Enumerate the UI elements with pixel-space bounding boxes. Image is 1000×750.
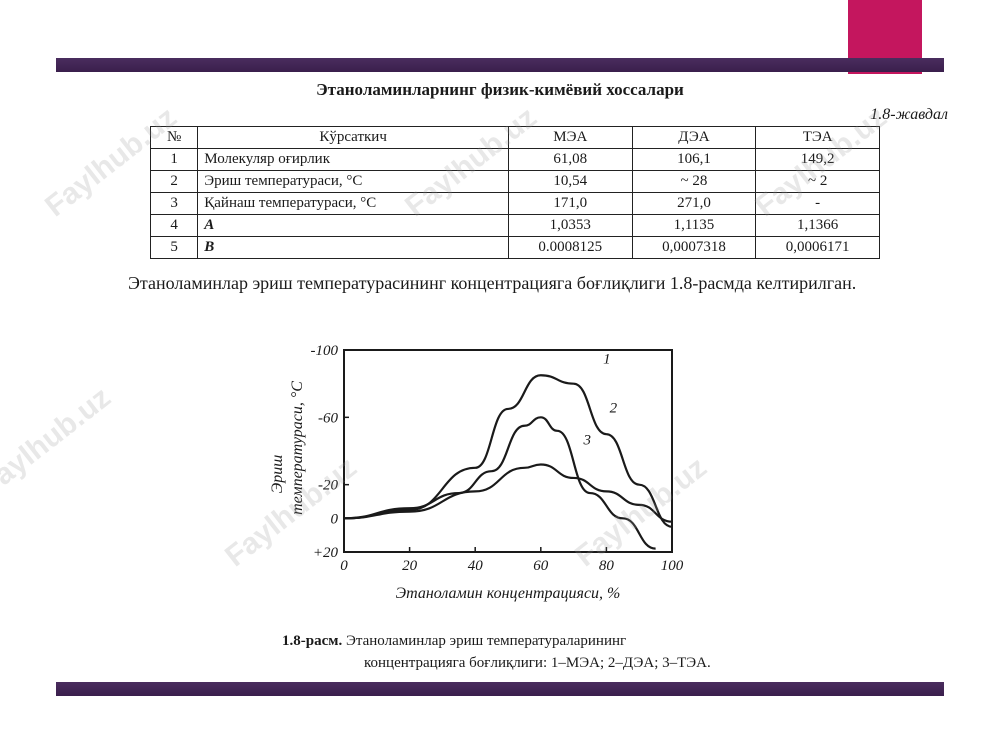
series-label-2: 2 (610, 400, 618, 416)
row-tea: - (755, 192, 880, 215)
row-tea: 1,1366 (755, 214, 880, 237)
row-number: 1 (149, 148, 199, 171)
series-line-2 (343, 416, 656, 550)
document-title: Этаноламинларнинг физик-кимёвий хоссалар… (316, 80, 684, 99)
x-axis-label: Этаноламин концентрацияси, % (396, 585, 621, 602)
row-tea: 149,2 (755, 148, 880, 171)
row-number: 3 (149, 192, 199, 215)
y-tick-label: +20 (313, 545, 339, 561)
row-mea: 1,0353 (507, 214, 633, 237)
x-tick-label: 40 (468, 558, 484, 574)
row-dea: 1,1135 (631, 214, 757, 237)
header-tea: ТЭА (755, 126, 880, 149)
series-label-3: 3 (582, 432, 591, 448)
table-header-row: № Кўрсаткич МЭА ДЭА ТЭА (149, 126, 880, 149)
bottom-band (56, 682, 944, 696)
table-caption: 1.8-жавдал (870, 106, 948, 123)
figure-caption-line1: Этаноламинлар эриш температураларининг (345, 633, 627, 649)
row-dea: 106,1 (631, 148, 757, 171)
series-label-1: 1 (603, 351, 611, 367)
table-row: 1 Молекуляр оғирлик 61,08 106,1 149,2 (149, 148, 880, 171)
row-tea: 0,0006171 (755, 236, 880, 259)
row-dea: 0,0007318 (631, 236, 757, 259)
figure-caption: 1.8-расм. Этаноламинлар эриш температура… (282, 630, 822, 674)
row-number: 5 (149, 236, 199, 259)
chart-ticks: 0 20 40 60 80 100-100-60-200+20 (311, 343, 684, 574)
x-tick-label: 100 (661, 558, 684, 574)
properties-table: № Кўрсаткич МЭА ДЭА ТЭА 1 Молекуляр оғир… (149, 126, 880, 259)
header-dea: ДЭА (631, 126, 757, 149)
row-indicator: A (197, 214, 509, 237)
top-band (56, 58, 944, 72)
y-tick-label: -100 (311, 343, 339, 359)
melting-temperature-chart: 0 20 40 60 80 100-100-60-200+20 123 Эриш темп… (269, 343, 684, 602)
row-number: 4 (149, 214, 199, 237)
row-number: 2 (149, 170, 199, 193)
x-tick-label: 80 (599, 558, 615, 574)
y-axis-label-line2: температураси, °С (289, 381, 306, 515)
x-tick-label: 0 (340, 558, 348, 574)
row-dea: ~ 28 (631, 170, 757, 193)
row-indicator: Қайнаш температураси, °С (197, 192, 509, 215)
body-paragraph: Этаноламинлар эриш температурасининг кон… (128, 273, 857, 293)
y-tick-label: 0 (331, 511, 339, 527)
header-number: № (149, 126, 199, 149)
header-indicator: Кўрсаткич (197, 126, 509, 149)
chart-lines: 1 2 3 (343, 351, 673, 550)
watermark: Faylhub.uz (0, 380, 117, 504)
row-mea: 10,54 (507, 170, 633, 193)
table-row: 5 B 0.0008125 0,0007318 0,0006171 (149, 236, 880, 259)
y-axis-label-line1: Эриш (269, 455, 286, 494)
table-row: 3 Қайнаш температураси, °С 171,0 271,0 - (149, 192, 880, 215)
x-tick-label: 60 (533, 558, 549, 574)
figure-caption-line2: концентрацияга боғлиқлиги: 1–МЭА; 2–ДЭА;… (364, 655, 711, 671)
header-mea: МЭА (507, 126, 633, 149)
series-line-3 (343, 463, 673, 523)
row-indicator: Эриш температураси, °С (197, 170, 509, 193)
chart-frame (343, 349, 673, 553)
figure-caption-label: 1.8-расм. (282, 633, 343, 649)
row-dea: 271,0 (631, 192, 757, 215)
series-line-1 (343, 374, 673, 528)
table-row: 4 A 1,0353 1,1135 1,1366 (149, 214, 880, 237)
x-tick-label: 20 (402, 558, 418, 574)
y-tick-label: -60 (318, 410, 338, 426)
row-tea: ~ 2 (755, 170, 880, 193)
row-mea: 61,08 (507, 148, 633, 171)
plot-area (343, 349, 673, 553)
row-indicator: Молекуляр оғирлик (197, 148, 509, 171)
table-row: 2 Эриш температураси, °С 10,54 ~ 28 ~ 2 (149, 170, 880, 193)
y-tick-label: -20 (318, 478, 338, 494)
row-indicator: B (197, 236, 509, 259)
row-mea: 0.0008125 (507, 236, 633, 259)
row-mea: 171,0 (507, 192, 633, 215)
